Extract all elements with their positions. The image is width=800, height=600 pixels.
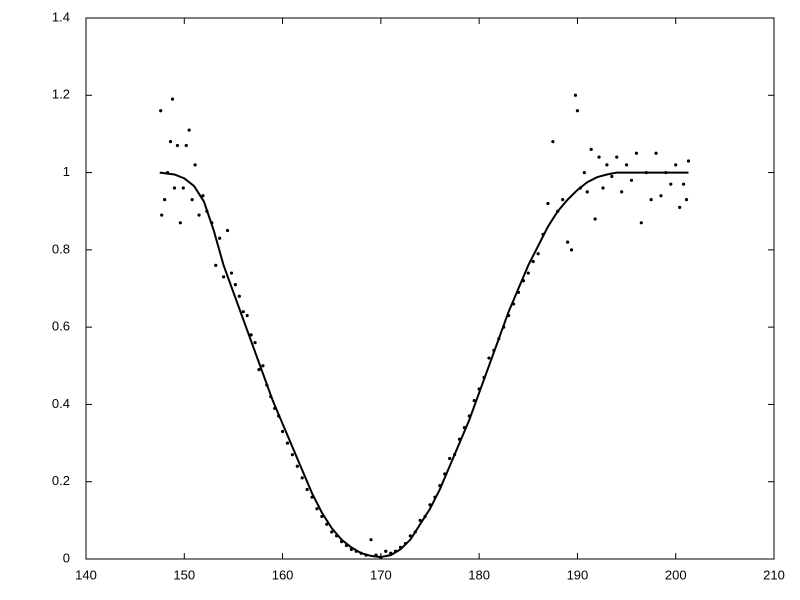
fit-line: [159, 171, 689, 559]
y-tick-label: 0.8: [52, 241, 70, 256]
data-point: [601, 186, 605, 190]
data-point: [575, 109, 580, 113]
data-point: [305, 487, 309, 492]
data-point: [629, 178, 634, 182]
y-tick-label: 1.4: [52, 9, 70, 24]
data-point: [639, 221, 643, 225]
data-point: [573, 93, 578, 97]
data-point: [218, 236, 222, 240]
y-tick-label: 0.2: [52, 473, 70, 488]
data-point: [624, 163, 629, 167]
data-point: [280, 429, 285, 434]
x-tick-label: 200: [665, 567, 687, 582]
data-point: [597, 155, 601, 159]
data-point: [163, 198, 167, 202]
data-point: [531, 259, 535, 264]
data-point: [170, 97, 175, 101]
data-point: [589, 147, 593, 151]
data-point: [649, 198, 653, 202]
data-point: [257, 368, 261, 372]
data-point: [536, 252, 540, 256]
data-point: [233, 283, 237, 287]
data-point: [315, 507, 319, 511]
y-tick-label: 0: [63, 550, 70, 565]
x-tick-label: 190: [567, 567, 589, 582]
data-point: [237, 294, 241, 298]
y-tick-label: 0.6: [52, 319, 70, 334]
data-point: [222, 275, 226, 279]
data-point: [686, 159, 691, 163]
data-point: [193, 163, 197, 167]
data-point: [290, 453, 294, 457]
data-point: [551, 140, 555, 144]
data-point: [615, 155, 619, 159]
data-point: [225, 228, 230, 233]
data-point: [674, 163, 678, 167]
x-tick-label: 140: [75, 567, 97, 582]
y-tick-label: 0.4: [52, 396, 70, 411]
data-point: [253, 341, 257, 345]
data-point: [448, 456, 452, 461]
data-point: [526, 271, 530, 275]
x-tick-label: 150: [173, 567, 195, 582]
data-point: [184, 143, 188, 148]
data-point: [566, 240, 570, 244]
data-point: [175, 143, 180, 148]
data-point: [681, 182, 686, 186]
data-point: [659, 194, 663, 198]
data-point: [384, 549, 388, 553]
x-tick-label: 160: [272, 567, 294, 582]
data-point: [582, 170, 586, 175]
data-point: [201, 194, 205, 198]
data-point: [187, 128, 191, 132]
data-point: [569, 248, 574, 252]
x-tick-label: 180: [468, 567, 490, 582]
data-point: [261, 364, 265, 368]
data-point: [561, 198, 565, 202]
data-point: [300, 476, 304, 480]
data-point: [684, 198, 689, 202]
data-point: [654, 151, 658, 155]
y-tick-label: 1.2: [52, 87, 70, 102]
data-point: [487, 356, 491, 360]
plot-frame: [85, 17, 775, 560]
data-point: [229, 271, 234, 275]
data-point: [295, 464, 299, 468]
data-point: [160, 213, 164, 217]
data-point: [168, 140, 173, 144]
data-point: [249, 333, 253, 337]
x-tick-label: 170: [370, 567, 392, 582]
data-point: [620, 190, 624, 194]
data-point: [669, 182, 673, 186]
data-point: [369, 538, 373, 542]
data-point: [214, 263, 218, 267]
data-point: [241, 310, 245, 314]
data-point: [678, 205, 682, 209]
data-point: [181, 186, 185, 190]
data-point: [197, 213, 201, 217]
data-point: [330, 530, 334, 534]
data-point: [546, 201, 550, 206]
data-point: [285, 441, 290, 445]
data-point: [605, 163, 609, 167]
data-point: [585, 190, 589, 194]
data-point: [634, 151, 639, 155]
data-point: [593, 217, 597, 221]
data-point: [610, 174, 614, 179]
y-tick-label: 1: [63, 164, 70, 179]
data-point: [159, 109, 163, 113]
data-point: [245, 313, 249, 318]
x-tick-label: 210: [763, 567, 785, 582]
data-point: [178, 221, 182, 225]
data-point: [190, 198, 194, 202]
data-point: [172, 186, 177, 190]
